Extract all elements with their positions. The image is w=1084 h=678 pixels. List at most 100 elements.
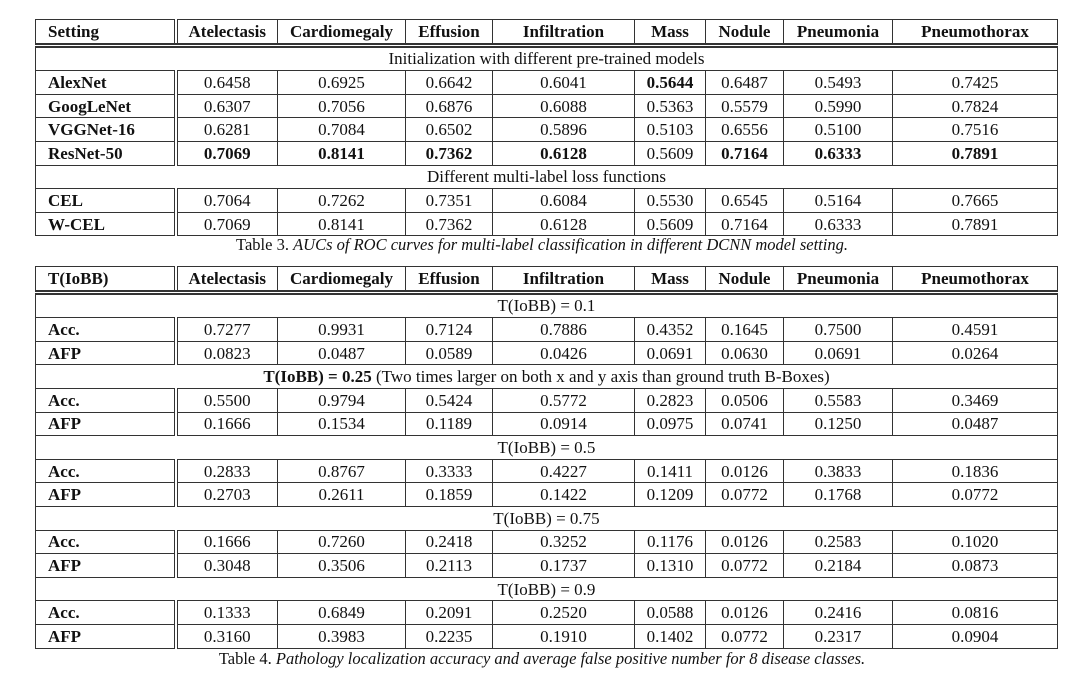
- value-cell: 0.0691: [634, 340, 706, 366]
- table-row: Acc. 0.1333 0.6849 0.2091 0.2520 0.0588 0.0126…: [35, 600, 1058, 625]
- column-header: Pneumonia: [783, 266, 893, 295]
- row-label: ResNet-50: [35, 140, 178, 166]
- value-cell: 0.5772: [492, 387, 635, 413]
- column-header: Nodule: [705, 19, 784, 48]
- table-3-caption: Table 3. AUCs of ROC curves for multi-la…: [0, 235, 1084, 255]
- value-cell: 0.3048: [175, 553, 278, 578]
- value-cell: 0.3469: [892, 387, 1058, 413]
- value-cell: 0.1737: [492, 553, 635, 578]
- value-cell: 0.7064: [175, 188, 278, 213]
- value-cell: 0.2520: [492, 600, 635, 625]
- value-cell: 0.8141: [277, 140, 406, 166]
- value-cell: 0.1534: [277, 411, 406, 437]
- value-cell: 0.0630: [705, 340, 784, 366]
- value-cell: 0.1310: [634, 553, 706, 578]
- value-cell: 0.0126: [705, 458, 784, 484]
- value-cell: 0.2235: [405, 623, 493, 649]
- value-cell: 0.6545: [705, 188, 784, 213]
- value-cell: 0.0426: [492, 340, 635, 366]
- value-cell: 0.1020: [892, 529, 1058, 555]
- value-cell: 0.0816: [892, 600, 1058, 625]
- section-title-text: Different multi-label loss functions: [426, 167, 667, 187]
- value-cell: 0.7069: [175, 140, 278, 166]
- value-cell: 0.0487: [892, 411, 1058, 437]
- table-row: Acc. 0.5500 0.9794 0.5424 0.5772 0.2823 0.0506…: [35, 387, 1058, 413]
- value-cell: 0.5164: [783, 188, 893, 213]
- value-cell: 0.5103: [634, 117, 706, 142]
- column-header: Mass: [634, 19, 706, 48]
- value-cell: 0.5609: [634, 211, 706, 237]
- column-header: Atelectasis: [175, 266, 278, 295]
- value-cell: 0.9794: [277, 387, 406, 413]
- table-row: Acc. 0.1666 0.7260 0.2418 0.3252 0.1176 0.0126…: [35, 529, 1058, 555]
- table-4-localization-results: T(IoBB) Atelectasis Cardiomegaly Effusion In…: [35, 266, 1058, 649]
- value-cell: 0.2583: [783, 529, 893, 555]
- table-row: CEL 0.7064 0.7262 0.7351 0.6084 0.5530 0.6545 0…: [35, 188, 1058, 213]
- value-cell: 0.1176: [634, 529, 706, 555]
- value-cell: 0.7516: [892, 117, 1058, 142]
- value-cell: 0.5363: [634, 93, 706, 119]
- section-title-text: Initialization with different pre-traine…: [388, 49, 705, 69]
- value-cell: 0.2416: [783, 600, 893, 625]
- value-cell: 0.2823: [634, 387, 706, 413]
- value-cell: 0.3333: [405, 458, 493, 484]
- value-cell: 0.0126: [705, 529, 784, 555]
- row-label: AlexNet: [35, 70, 178, 95]
- row-label: AFP: [35, 553, 178, 578]
- value-cell: 0.1189: [405, 411, 493, 437]
- section-row: T(IoBB) = 0.5: [35, 435, 1058, 460]
- section-title: T(IoBB) = 0.75: [35, 505, 1058, 531]
- value-cell: 0.5500: [175, 387, 278, 413]
- value-cell: 0.7164: [705, 211, 784, 237]
- value-cell: 0.6307: [175, 93, 278, 119]
- value-cell: 0.1250: [783, 411, 893, 437]
- row-label: AFP: [35, 411, 178, 437]
- value-cell: 0.0772: [705, 623, 784, 649]
- caption-text: AUCs of ROC curves for multi-label class…: [293, 235, 848, 254]
- value-cell: 0.7124: [405, 317, 493, 342]
- table-row: AFP 0.3048 0.3506 0.2113 0.1737 0.1310 0.0772 0…: [35, 553, 1058, 578]
- value-cell: 0.7362: [405, 211, 493, 237]
- value-cell: 0.6849: [277, 600, 406, 625]
- column-header: Mass: [634, 266, 706, 295]
- section-title-text: T(IoBB) = 0.1: [497, 296, 596, 316]
- table-row: GoogLeNet 0.6307 0.7056 0.6876 0.6088 0.5363 0…: [35, 93, 1058, 119]
- value-cell: 0.8141: [277, 211, 406, 237]
- value-cell: 0.7824: [892, 93, 1058, 119]
- value-cell: 0.2418: [405, 529, 493, 555]
- value-cell: 0.9931: [277, 317, 406, 342]
- section-title-text: T(IoBB) = 0.5: [497, 437, 596, 457]
- column-header: Pneumothorax: [892, 19, 1058, 48]
- row-label: Acc.: [35, 529, 178, 555]
- value-cell: 0.3983: [277, 623, 406, 649]
- header-first: Setting: [35, 19, 178, 48]
- value-cell: 0.7886: [492, 317, 635, 342]
- value-cell: 0.1333: [175, 600, 278, 625]
- section-title-text: T(IoBB) = 0.75: [493, 508, 600, 528]
- row-label: W-CEL: [35, 211, 178, 237]
- value-cell: 0.6084: [492, 188, 635, 213]
- row-label: AFP: [35, 623, 178, 649]
- value-cell: 0.5644: [634, 70, 706, 95]
- value-cell: 0.1666: [175, 529, 278, 555]
- value-cell: 0.7362: [405, 140, 493, 166]
- value-cell: 0.0589: [405, 340, 493, 366]
- column-header: Effusion: [405, 266, 493, 295]
- value-cell: 0.7164: [705, 140, 784, 166]
- section-row: T(IoBB) = 0.75: [35, 505, 1058, 531]
- section-title: T(IoBB) = 0.25 (Two times larger on both…: [35, 364, 1058, 389]
- value-cell: 0.1859: [405, 482, 493, 507]
- value-cell: 0.1666: [175, 411, 278, 437]
- value-cell: 0.1402: [634, 623, 706, 649]
- column-header: Cardiomegaly: [277, 19, 406, 48]
- value-cell: 0.5583: [783, 387, 893, 413]
- table-row: AFP 0.0823 0.0487 0.0589 0.0426 0.0691 0.0630 0…: [35, 340, 1058, 366]
- value-cell: 0.3833: [783, 458, 893, 484]
- value-cell: 0.6088: [492, 93, 635, 119]
- value-cell: 0.0904: [892, 623, 1058, 649]
- column-header: Cardiomegaly: [277, 266, 406, 295]
- value-cell: 0.7069: [175, 211, 278, 237]
- value-cell: 0.0741: [705, 411, 784, 437]
- caption-label: Table 4.: [218, 649, 272, 668]
- column-header: Pneumothorax: [892, 266, 1058, 295]
